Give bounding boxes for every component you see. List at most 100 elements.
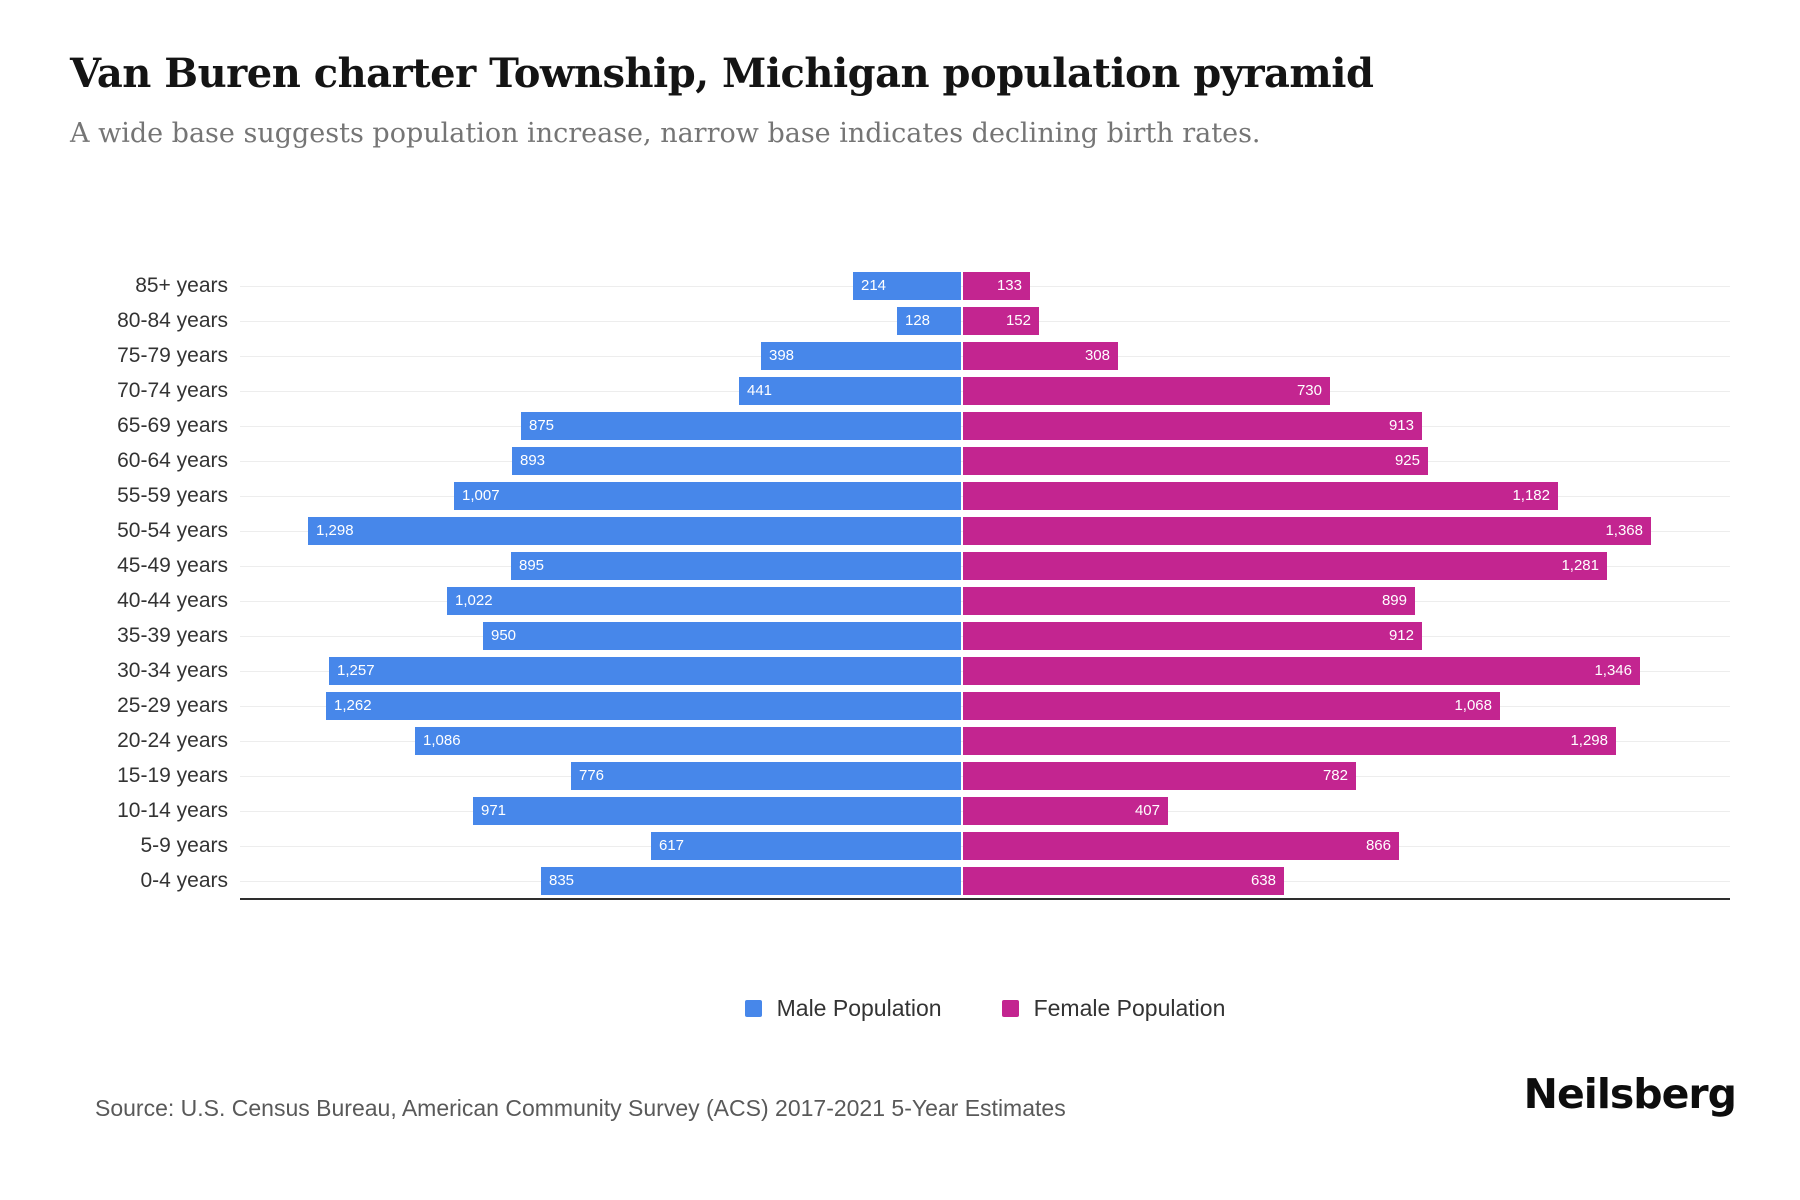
male-bar-area: 1,298	[240, 516, 961, 545]
pyramid-row: 10-14 years 971 407	[70, 793, 1730, 828]
age-group-label: 45-49 years	[117, 553, 228, 577]
male-bar-area: 893	[240, 446, 961, 475]
female-bar-area: 912	[963, 621, 1730, 650]
pyramid-plot-cell: 950 912	[240, 621, 1730, 650]
age-group-label: 15-19 years	[117, 763, 228, 787]
pyramid-plot-cell: 1,022 899	[240, 586, 1730, 615]
female-bar-area: 1,368	[963, 516, 1730, 545]
male-bar-area: 128	[240, 306, 961, 335]
brand-logo: Neilsberg	[1523, 1070, 1737, 1118]
pyramid-plot-cell: 835 638	[240, 866, 1730, 895]
female-value-label: 1,182	[1512, 486, 1550, 504]
male-bar-area: 1,257	[240, 656, 961, 685]
female-value-label: 407	[1134, 801, 1160, 819]
male-bar: 617	[651, 831, 961, 860]
female-bar: 638	[963, 866, 1284, 895]
female-bar-area: 407	[963, 796, 1730, 825]
pyramid-plot-cell: 1,298 1,368	[240, 516, 1730, 545]
male-bar: 776	[571, 761, 961, 790]
pyramid-plot-cell: 1,007 1,182	[240, 481, 1730, 510]
female-bar: 866	[963, 831, 1399, 860]
female-bar-area: 899	[963, 586, 1730, 615]
male-value-label: 1,086	[423, 731, 461, 749]
age-group-label: 20-24 years	[117, 728, 228, 752]
source-attribution: Source: U.S. Census Bureau, American Com…	[95, 1095, 1066, 1121]
female-bar-area: 913	[963, 411, 1730, 440]
female-bar: 782	[963, 761, 1356, 790]
male-bar-area: 214	[240, 271, 961, 300]
male-bar: 1,257	[329, 656, 961, 685]
male-bar-area: 950	[240, 621, 961, 650]
chart-legend: Male Population Female Population	[240, 995, 1730, 1022]
male-bar: 128	[897, 306, 961, 335]
age-group-label: 60-64 years	[117, 448, 228, 472]
pyramid-plot-cell: 893 925	[240, 446, 1730, 475]
pyramid-row: 25-29 years 1,262 1,068	[70, 688, 1730, 723]
x-axis-line	[240, 898, 1730, 900]
male-bar-area: 776	[240, 761, 961, 790]
male-bar-area: 1,086	[240, 726, 961, 755]
pyramid-plot-cell: 895 1,281	[240, 551, 1730, 580]
female-value-label: 1,346	[1594, 661, 1632, 679]
legend-item-female: Female Population	[1001, 995, 1226, 1022]
female-legend-swatch-icon	[1001, 1000, 1019, 1017]
male-bar: 875	[521, 411, 961, 440]
pyramid-row: 0-4 years 835 638	[70, 863, 1730, 898]
male-bar-area: 398	[240, 341, 961, 370]
male-bar: 893	[512, 446, 961, 475]
female-value-label: 913	[1388, 416, 1414, 434]
female-bar-area: 638	[963, 866, 1730, 895]
male-bar-area: 971	[240, 796, 961, 825]
pyramid-plot-cell: 398 308	[240, 341, 1730, 370]
male-bar: 835	[541, 866, 961, 895]
age-group-label: 50-54 years	[117, 518, 228, 542]
female-bar: 912	[963, 621, 1422, 650]
male-value-label: 441	[747, 381, 773, 399]
age-group-label: 10-14 years	[117, 798, 228, 822]
female-bar-area: 925	[963, 446, 1730, 475]
female-value-label: 308	[1084, 346, 1110, 364]
age-group-label: 25-29 years	[117, 693, 228, 717]
female-bar: 152	[963, 306, 1039, 335]
male-bar: 441	[739, 376, 961, 405]
male-bar-area: 1,262	[240, 691, 961, 720]
female-bar-area: 133	[963, 271, 1730, 300]
female-bar: 913	[963, 411, 1422, 440]
male-value-label: 1,257	[337, 661, 375, 679]
age-group-label: 30-34 years	[117, 658, 228, 682]
age-group-label: 65-69 years	[117, 413, 228, 437]
female-value-label: 152	[1005, 311, 1031, 329]
male-value-label: 893	[520, 451, 546, 469]
female-bar: 899	[963, 586, 1415, 615]
legend-item-male: Male Population	[744, 995, 942, 1022]
male-bar-area: 875	[240, 411, 961, 440]
pyramid-plot-cell: 441 730	[240, 376, 1730, 405]
male-bar: 214	[853, 271, 961, 300]
male-value-label: 875	[529, 416, 555, 434]
age-group-label: 70-74 years	[117, 378, 228, 402]
pyramid-row: 70-74 years 441 730	[70, 373, 1730, 408]
pyramid-rows: 85+ years 214 133 80-84 years 128 152 75-79 ye…	[70, 268, 1730, 898]
pyramid-row: 15-19 years 776 782	[70, 758, 1730, 793]
female-bar-area: 1,281	[963, 551, 1730, 580]
female-bar-area: 866	[963, 831, 1730, 860]
age-group-label: 35-39 years	[117, 623, 228, 647]
male-bar-area: 1,022	[240, 586, 961, 615]
female-bar: 925	[963, 446, 1428, 475]
male-value-label: 835	[549, 871, 575, 889]
pyramid-row: 80-84 years 128 152	[70, 303, 1730, 338]
female-value-label: 1,068	[1454, 696, 1492, 714]
male-bar: 398	[761, 341, 961, 370]
female-bar: 133	[963, 271, 1030, 300]
female-legend-label: Female Population	[1033, 995, 1226, 1021]
pyramid-chart: 85+ years 214 133 80-84 years 128 152 75-79 ye…	[70, 268, 1730, 900]
female-bar: 1,281	[963, 551, 1607, 580]
male-value-label: 398	[769, 346, 795, 364]
male-bar-area: 835	[240, 866, 961, 895]
pyramid-row: 30-34 years 1,257 1,346	[70, 653, 1730, 688]
pyramid-row: 75-79 years 398 308	[70, 338, 1730, 373]
female-value-label: 638	[1250, 871, 1276, 889]
female-bar: 1,298	[963, 726, 1616, 755]
male-bar: 950	[483, 621, 961, 650]
